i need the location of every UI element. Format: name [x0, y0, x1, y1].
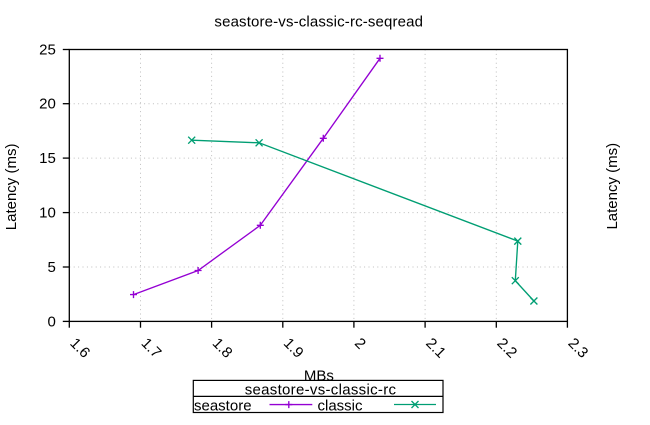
svg-text:seastore-vs-classic-rc-seqread: seastore-vs-classic-rc-seqread: [214, 14, 423, 31]
svg-text:Latency (ms): Latency (ms): [3, 144, 20, 231]
svg-text:0: 0: [47, 313, 55, 330]
svg-text:seastore: seastore: [194, 397, 252, 414]
svg-text:5: 5: [47, 259, 55, 276]
svg-text:Latency (ms): Latency (ms): [604, 143, 621, 230]
svg-text:25: 25: [39, 42, 56, 59]
svg-text:10: 10: [39, 205, 56, 222]
svg-text:classic: classic: [318, 397, 364, 414]
svg-text:seastore-vs-classic-rc: seastore-vs-classic-rc: [245, 382, 397, 399]
svg-text:20: 20: [39, 96, 56, 113]
svg-text:15: 15: [39, 150, 56, 167]
